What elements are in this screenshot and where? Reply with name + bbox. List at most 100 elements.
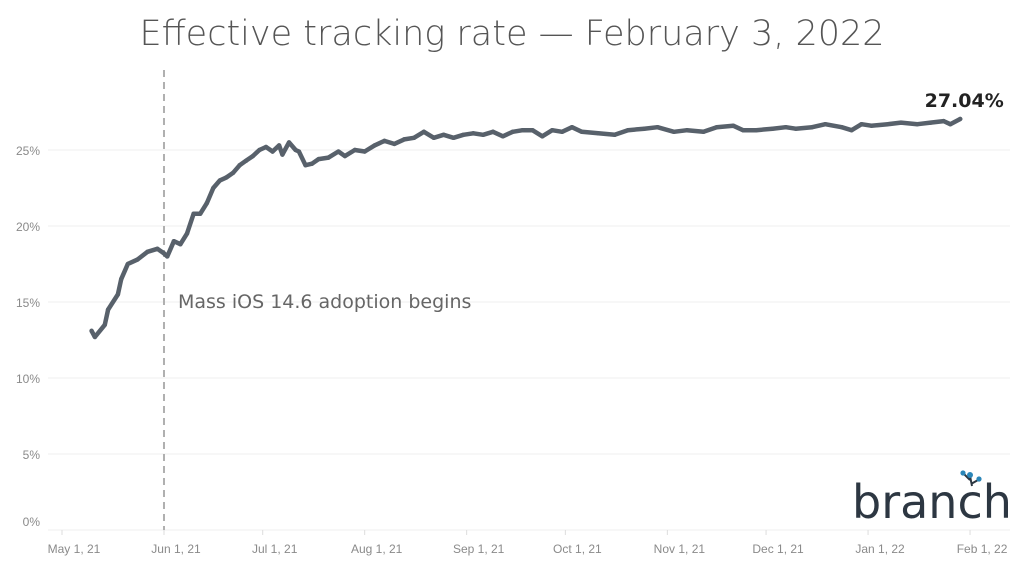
y-tick-label: 0%	[23, 515, 41, 529]
data-point	[596, 131, 601, 136]
data-point	[178, 242, 183, 247]
chart-title: Effective tracking rate — February 3, 20…	[139, 14, 885, 54]
data-point	[431, 135, 436, 141]
data-point	[197, 211, 203, 217]
x-tick-label: May 1, 21	[48, 542, 101, 556]
data-point	[102, 322, 107, 327]
data-point	[270, 149, 275, 154]
x-tick-label: Oct 1, 21	[553, 542, 602, 556]
data-point	[336, 149, 341, 154]
data-point	[550, 128, 555, 133]
data-point	[869, 123, 874, 128]
data-point	[714, 125, 719, 130]
data-point	[461, 132, 466, 137]
data-point	[793, 126, 798, 131]
data-point	[237, 163, 242, 168]
data-point	[326, 155, 331, 160]
data-point	[165, 254, 170, 259]
data-point	[217, 178, 223, 183]
data-point	[303, 163, 308, 168]
data-point	[89, 328, 94, 334]
data-point	[224, 175, 229, 180]
data-point	[191, 211, 196, 217]
data-point	[352, 147, 358, 153]
data-point	[823, 121, 828, 127]
data-point	[92, 334, 98, 340]
data-point	[730, 123, 736, 128]
gridlines	[48, 149, 1010, 531]
end-value-label: 27.04%	[925, 90, 1004, 112]
data-point	[928, 120, 933, 125]
data-point	[849, 128, 854, 133]
y-tick-label: 5%	[23, 448, 41, 462]
data-point	[569, 125, 575, 130]
data-point	[948, 121, 953, 127]
data-point	[293, 147, 298, 153]
data-point	[125, 261, 130, 267]
data-point	[161, 251, 167, 256]
y-tick-label: 10%	[16, 372, 40, 386]
data-point	[211, 185, 216, 191]
data-point	[471, 131, 476, 136]
data-point	[244, 158, 249, 163]
data-point	[625, 128, 631, 133]
data-point	[276, 143, 282, 148]
data-point	[490, 129, 496, 134]
x-tick-label: Jan 1, 22	[855, 542, 905, 556]
data-point	[612, 132, 617, 137]
data-point	[286, 140, 292, 145]
data-point	[372, 143, 377, 148]
data-point	[171, 239, 177, 244]
data-point	[230, 170, 236, 175]
x-tick-label: Nov 1, 21	[654, 542, 706, 556]
data-point	[753, 128, 759, 133]
logo-branch-icon	[960, 470, 982, 487]
data-point	[941, 118, 946, 124]
data-point	[915, 121, 920, 127]
data-point	[115, 292, 121, 297]
data-point	[451, 135, 456, 141]
data-point	[957, 116, 963, 122]
x-tick-label: Jul 1, 21	[252, 542, 298, 556]
data-point	[342, 153, 348, 159]
data-point	[770, 126, 775, 131]
data-point	[655, 125, 660, 130]
data-point	[392, 141, 397, 147]
data-point	[859, 121, 864, 127]
y-tick-label: 20%	[16, 220, 40, 234]
data-point	[559, 129, 565, 134]
y-tick-label: 25%	[16, 144, 40, 158]
data-point	[740, 128, 746, 133]
data-point	[701, 129, 706, 134]
data-point	[898, 120, 904, 125]
data-point	[540, 134, 545, 139]
data-point	[119, 277, 124, 282]
data-point	[809, 125, 815, 130]
data-point	[421, 129, 427, 134]
data-point	[783, 125, 788, 130]
data-point	[411, 135, 417, 141]
data-point	[145, 249, 150, 255]
data-point	[296, 149, 302, 154]
annotation-label: Mass iOS 14.6 adoption begins	[178, 291, 471, 313]
data-point	[309, 161, 315, 166]
data-point	[510, 129, 515, 134]
data-point	[105, 307, 111, 312]
data-point	[135, 257, 140, 262]
x-tick-label: Aug 1, 21	[351, 542, 403, 556]
data-point	[382, 138, 387, 144]
data-point	[579, 129, 585, 134]
data-point	[441, 132, 446, 137]
data-point	[280, 152, 285, 157]
x-tick-label: Sep 1, 21	[453, 542, 505, 556]
data-point	[362, 149, 367, 154]
x-tick-label: Dec 1, 21	[752, 542, 804, 556]
data-point	[204, 201, 209, 206]
logo-wordmark: branch	[852, 475, 1012, 529]
y-axis: 0% 5% 10% 15% 20% 25%	[16, 144, 40, 529]
data-point	[839, 125, 844, 130]
data-point	[401, 137, 407, 142]
data-point	[642, 126, 647, 131]
data-point	[184, 231, 190, 236]
